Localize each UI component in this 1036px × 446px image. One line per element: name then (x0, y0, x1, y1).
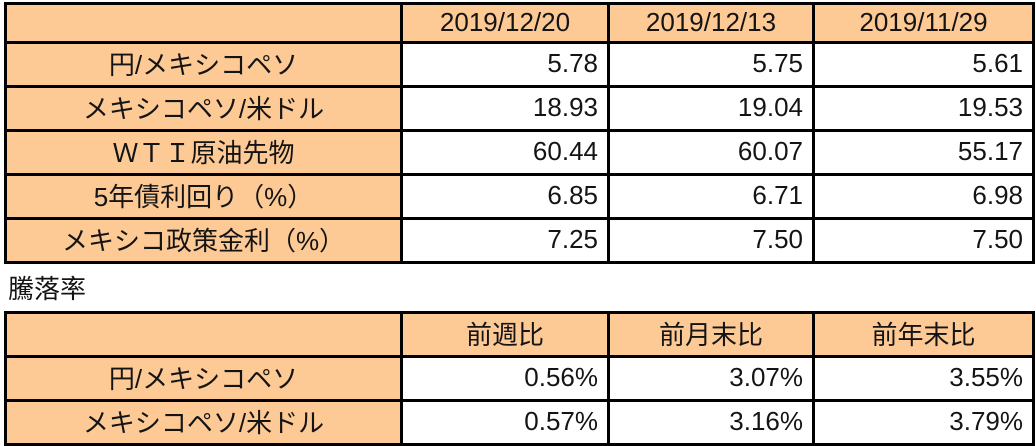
cell-value: 55.17 (812, 129, 1035, 176)
corner-cell (4, 311, 403, 358)
corner-cell (4, 2, 403, 44)
cell-value: 3.16% (607, 399, 815, 446)
row-label: メキシコ政策金利（%） (4, 217, 403, 264)
table-header-row: 2019/12/20 2019/12/13 2019/11/29 (4, 2, 1035, 44)
table-header-row: 前週比 前月末比 前年末比 (4, 311, 1035, 358)
cell-value: 6.71 (607, 173, 815, 220)
table-row: 円/メキシコペソ 5.78 5.75 5.61 (4, 41, 1035, 88)
row-label: 円/メキシコペソ (4, 355, 403, 402)
cell-value: 5.61 (812, 41, 1035, 88)
table-row: 円/メキシコペソ 0.56% 3.07% 3.55% (4, 355, 1035, 402)
date-column-header: 2019/12/20 (400, 2, 610, 44)
cell-value: 3.55% (812, 355, 1035, 402)
row-label: 円/メキシコペソ (4, 41, 403, 88)
cell-value: 7.50 (607, 217, 815, 264)
period-column-header: 前年末比 (812, 311, 1035, 358)
change-rate-table: 前週比 前月末比 前年末比 円/メキシコペソ 0.56% 3.07% 3.55%… (4, 311, 1035, 446)
cell-value: 7.25 (400, 217, 610, 264)
date-column-header: 2019/11/29 (812, 2, 1035, 44)
table-row: ＷＴＩ原油先物 60.44 60.07 55.17 (4, 129, 1035, 176)
table-row: メキシコペソ/米ドル 18.93 19.04 19.53 (4, 85, 1035, 132)
period-column-header: 前週比 (400, 311, 610, 358)
row-label: ＷＴＩ原油先物 (4, 129, 403, 176)
table-row: メキシコペソ/米ドル 0.57% 3.16% 3.79% (4, 399, 1035, 446)
cell-value: 0.56% (400, 355, 610, 402)
table-row: 5年債利回り（%） 6.85 6.71 6.98 (4, 173, 1035, 220)
cell-value: 5.75 (607, 41, 815, 88)
cell-value: 60.44 (400, 129, 610, 176)
cell-value: 5.78 (400, 41, 610, 88)
row-label: メキシコペソ/米ドル (4, 399, 403, 446)
cell-value: 18.93 (400, 85, 610, 132)
cell-value: 19.04 (607, 85, 815, 132)
cell-value: 60.07 (607, 129, 815, 176)
market-rates-table: 2019/12/20 2019/12/13 2019/11/29 円/メキシコペ… (4, 2, 1035, 264)
date-column-header: 2019/12/13 (607, 2, 815, 44)
cell-value: 3.79% (812, 399, 1035, 446)
cell-value: 6.85 (400, 173, 610, 220)
cell-value: 7.50 (812, 217, 1035, 264)
section-title: 騰落率 (8, 274, 87, 304)
cell-value: 6.98 (812, 173, 1035, 220)
report-page: 2019/12/20 2019/12/13 2019/11/29 円/メキシコペ… (4, 2, 1035, 446)
row-label: 5年債利回り（%） (4, 173, 403, 220)
row-label: メキシコペソ/米ドル (4, 85, 403, 132)
table-row: メキシコ政策金利（%） 7.25 7.50 7.50 (4, 217, 1035, 264)
period-column-header: 前月末比 (607, 311, 815, 358)
cell-value: 19.53 (812, 85, 1035, 132)
cell-value: 3.07% (607, 355, 815, 402)
cell-value: 0.57% (400, 399, 610, 446)
